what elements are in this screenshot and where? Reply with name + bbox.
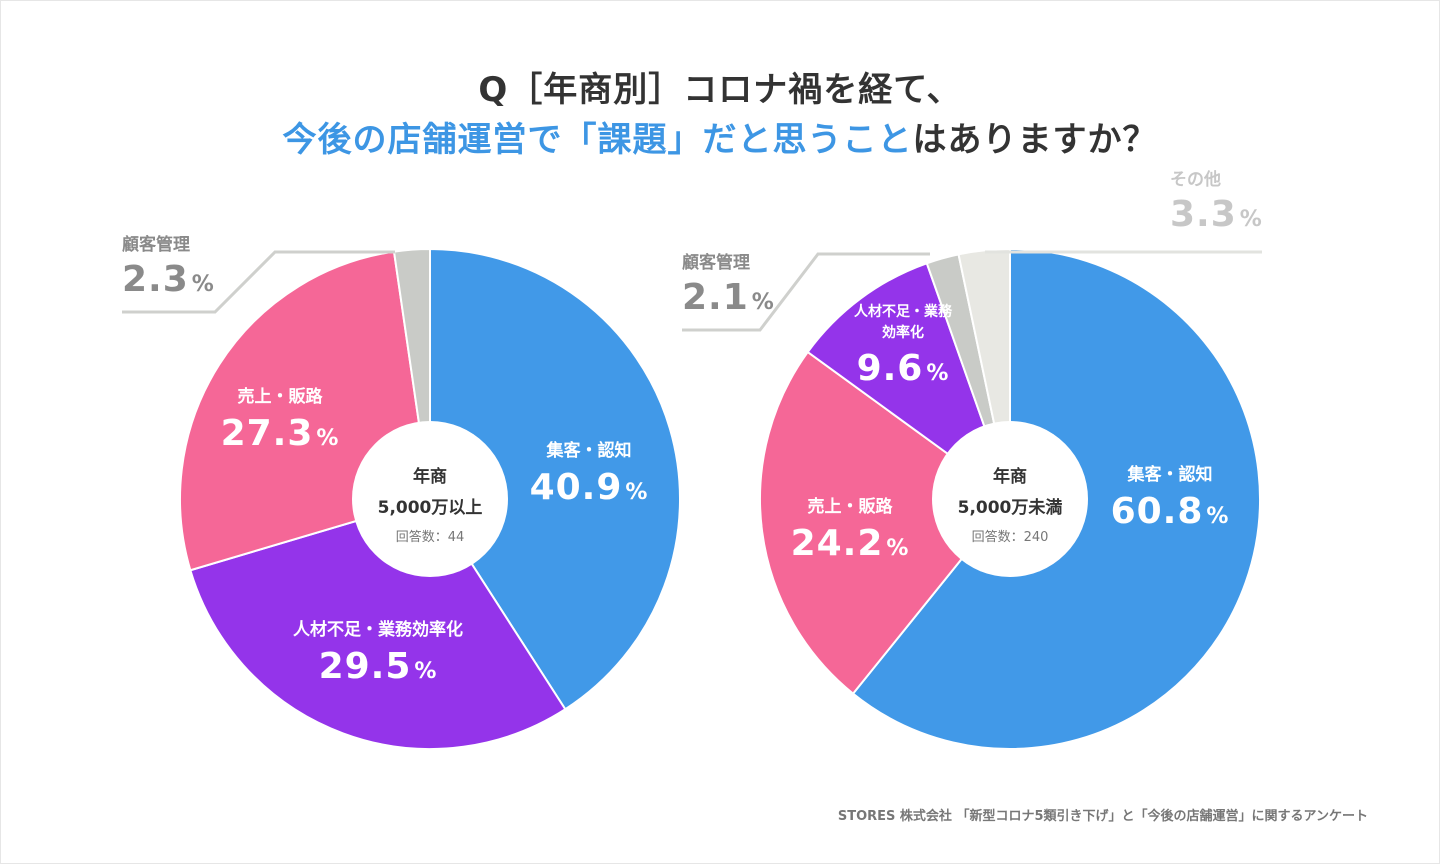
- label-left-marketing-number: 40.9: [529, 467, 623, 508]
- label-right-other-name: その他: [1170, 170, 1221, 190]
- label-left-sales-number: 27.3: [220, 413, 314, 454]
- label-left-marketing-unit: %: [625, 480, 649, 505]
- label-right-customer: 顧客管理 2.1%: [682, 248, 822, 318]
- label-left-staffing: 人材不足・業務効率化 29.5%: [258, 615, 498, 687]
- pie-center-hole-left: [352, 421, 508, 577]
- label-right-sales: 売上・販路 24.2%: [780, 492, 920, 564]
- label-right-staffing-unit: %: [926, 361, 950, 386]
- label-right-marketing: 集客・認知 60.8%: [1095, 460, 1245, 532]
- center-left-line1: 年商: [413, 467, 447, 487]
- pie-slice-0-0: [429, 247, 682, 711]
- label-right-customer-unit: %: [751, 290, 775, 315]
- label-right-other: その他 3.3%: [1170, 165, 1290, 235]
- label-right-customer-number: 2.1: [682, 277, 749, 318]
- label-right-marketing-unit: %: [1206, 504, 1230, 529]
- label-right-other-unit: %: [1239, 207, 1263, 232]
- center-left-respondents: 回答数：44: [395, 530, 465, 545]
- source-note: STORES 株式会社 「新型コロナ5類引き下げ」と「今後の店舗運営」に関するア…: [838, 805, 1368, 824]
- label-right-other-value: 3.3%: [1170, 194, 1290, 235]
- pie-slice-1-1: [759, 350, 1012, 696]
- label-left-customer-number: 2.3: [122, 259, 189, 300]
- label-left-sales: 売上・販路 27.3%: [210, 382, 350, 454]
- center-right-respondents: 回答数：240: [971, 530, 1049, 545]
- label-left-customer-name: 顧客管理: [122, 235, 190, 255]
- label-right-marketing-number: 60.8: [1110, 491, 1204, 532]
- label-right-sales-value: 24.2%: [780, 523, 920, 564]
- center-left-line2: 5,000万以上: [377, 498, 483, 518]
- label-right-staffing-number: 9.6: [856, 348, 924, 389]
- title-rest: はありますか？: [912, 120, 1158, 160]
- label-left-customer-value: 2.3%: [122, 259, 262, 300]
- label-right-staffing-value: 9.6%: [848, 348, 958, 389]
- label-right-customer-value: 2.1%: [682, 277, 822, 318]
- label-right-sales-number: 24.2: [790, 523, 884, 564]
- pie-slice-0-1: [189, 497, 567, 750]
- pie-center-hole-right: [932, 421, 1088, 577]
- label-left-customer-unit: %: [191, 272, 215, 297]
- label-right-staffing-name: 人材不足・業務効率化: [854, 304, 952, 341]
- label-left-sales-unit: %: [316, 426, 340, 451]
- label-left-marketing-name: 集客・認知: [546, 441, 632, 461]
- label-right-other-number: 3.3: [1170, 194, 1237, 235]
- label-left-sales-value: 27.3%: [210, 413, 350, 454]
- label-left-staffing-number: 29.5: [318, 646, 412, 687]
- label-left-marketing-value: 40.9%: [504, 467, 674, 508]
- label-right-marketing-value: 60.8%: [1095, 491, 1245, 532]
- center-right-line1: 年商: [993, 467, 1027, 487]
- source-text: STORES 株式会社 「新型コロナ5類引き下げ」と「今後の店舗運営」に関するア…: [837, 809, 1368, 824]
- title-line-1-text: Q［年商別］コロナ禍を経て、: [478, 70, 962, 110]
- label-left-staffing-value: 29.5%: [258, 646, 498, 687]
- center-left: 年商 5,000万以上 回答数：44: [355, 462, 505, 545]
- title-highlight: 今後の店舗運営で「課題」だと思うこと: [282, 120, 913, 160]
- label-right-sales-unit: %: [886, 536, 910, 561]
- label-left-marketing: 集客・認知 40.9%: [504, 436, 674, 508]
- center-right-line2: 5,000万未満: [957, 498, 1063, 518]
- label-left-staffing-name: 人材不足・業務効率化: [293, 620, 463, 640]
- label-right-staffing: 人材不足・業務効率化 9.6%: [848, 302, 958, 389]
- label-right-customer-name: 顧客管理: [682, 253, 750, 273]
- label-right-sales-name: 売上・販路: [807, 497, 893, 517]
- label-left-customer: 顧客管理 2.3%: [122, 230, 262, 300]
- title-line-2: 今後の店舗運営で「課題」だと思うことはありますか？: [0, 112, 1440, 161]
- leader-line-left-customer: [122, 250, 395, 314]
- label-right-marketing-name: 集客・認知: [1127, 465, 1213, 485]
- center-right: 年商 5,000万未満 回答数：240: [935, 462, 1085, 545]
- title-line-1: Q［年商別］コロナ禍を経て、: [0, 62, 1440, 111]
- label-left-sales-name: 売上・販路: [237, 387, 323, 407]
- leader-line-right-customer: [682, 252, 930, 332]
- label-left-staffing-unit: %: [414, 659, 438, 684]
